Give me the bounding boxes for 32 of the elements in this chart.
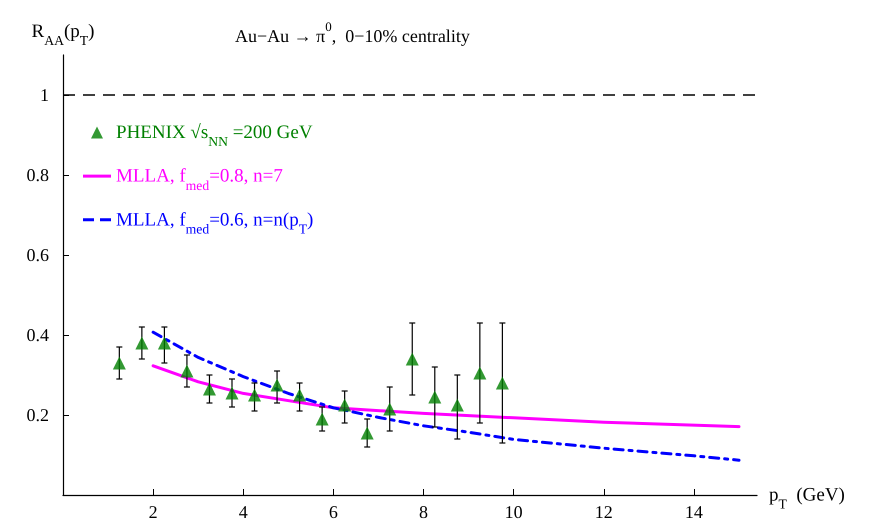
x-tick-label: 2	[148, 502, 158, 522]
line-series	[152, 330, 740, 462]
point	[248, 388, 262, 402]
x-tick-label: 4	[238, 502, 248, 522]
line-series	[152, 364, 740, 428]
point	[316, 412, 329, 426]
x-tick-label: 12	[594, 502, 613, 522]
x-tick-label: 14	[684, 502, 703, 522]
point	[112, 356, 126, 370]
point	[360, 426, 374, 440]
point	[406, 352, 419, 366]
y-tick-label: 0.2	[26, 405, 49, 425]
point	[202, 382, 216, 396]
point	[338, 398, 352, 412]
point	[225, 386, 238, 400]
x-tick-label: 8	[419, 502, 428, 522]
point	[473, 366, 486, 380]
point	[293, 388, 306, 402]
y-tick-label: 0.4	[26, 325, 49, 345]
point	[496, 376, 509, 390]
point	[180, 364, 194, 378]
y-tick-label: 0.8	[26, 165, 49, 185]
point	[428, 390, 442, 404]
point	[450, 398, 464, 412]
x-tick-label: 10	[504, 502, 523, 522]
y-tick-label: 0.6	[26, 245, 49, 265]
point	[135, 336, 148, 350]
x-tick-label: 6	[328, 502, 338, 522]
y-tick-label: 1	[40, 85, 49, 105]
point	[270, 378, 284, 392]
point	[158, 336, 171, 350]
point	[383, 402, 396, 416]
